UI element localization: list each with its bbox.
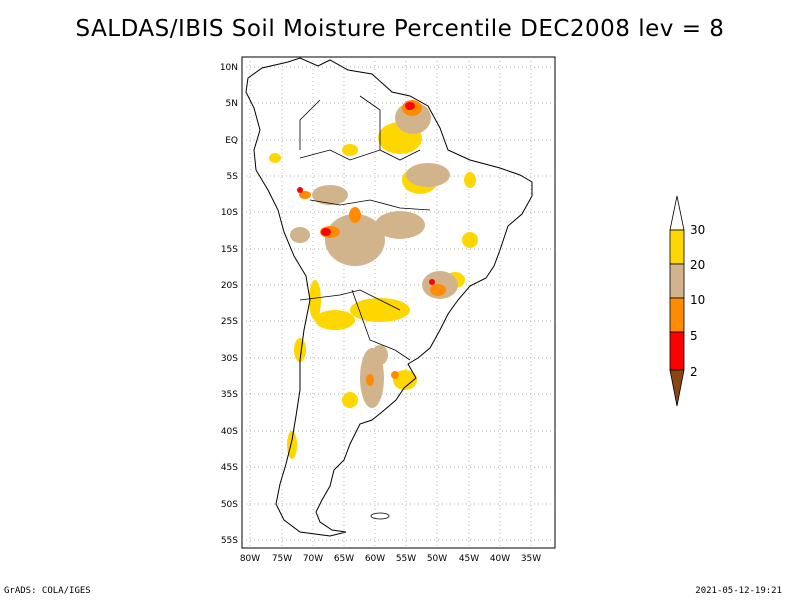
colorbar-above-30 — [669, 195, 685, 231]
lat-tick-label: 30S — [221, 354, 238, 364]
lon-tick-label: 45W — [459, 554, 479, 564]
lon-tick-label: 65W — [334, 554, 354, 564]
colorbar-label: 30 — [690, 223, 705, 237]
lat-tick-label: 55S — [221, 536, 238, 546]
colorbar-label: 10 — [690, 293, 705, 307]
colorbar-label: 20 — [690, 258, 705, 272]
falkland-islands — [370, 512, 390, 520]
lon-tick-label: 60W — [365, 554, 385, 564]
lat-tick-label: 5S — [227, 172, 239, 182]
lat-tick-label: EQ — [225, 136, 238, 146]
colorbar-5-10 — [669, 297, 685, 333]
lat-tick-label: 10S — [221, 208, 238, 218]
colorbar-below-2 — [669, 369, 685, 407]
colorbar-label: 5 — [690, 329, 698, 343]
lon-tick-label: 40W — [490, 554, 510, 564]
chart-title: SALDAS/IBIS Soil Moisture Percentile DEC… — [75, 16, 725, 42]
lon-tick-label: 70W — [303, 554, 323, 564]
map-gridlines — [242, 57, 555, 548]
longitude-axis: 80W 75W 70W 65W 60W 55W 50W 45W 40W 35W — [240, 554, 541, 564]
latitude-axis: 10N 5N EQ 5S 10S 15S 20S 25S 30S 35S 40S… — [220, 63, 238, 546]
lon-tick-label: 50W — [427, 554, 447, 564]
colorbar-label: 2 — [690, 365, 698, 379]
lat-tick-label: 40S — [221, 427, 238, 437]
continent-outline — [245, 57, 533, 537]
lat-tick-label: 15S — [221, 245, 238, 255]
percentile-shading — [269, 100, 478, 459]
colorbar-20-30 — [669, 229, 685, 265]
country-borders — [299, 95, 431, 361]
lon-tick-label: 80W — [240, 554, 260, 564]
lon-tick-label: 35W — [521, 554, 541, 564]
colorbar-2-5 — [669, 331, 685, 371]
lat-tick-label: 25S — [221, 317, 238, 327]
colorbar-10-20 — [669, 263, 685, 299]
lat-tick-label: 35S — [221, 390, 238, 400]
colorbar-labels: 30 20 10 5 2 — [690, 223, 705, 379]
footer-timestamp: 2021-05-12-19:21 — [695, 586, 782, 596]
lat-tick-label: 5N — [226, 99, 238, 109]
lon-tick-label: 55W — [396, 554, 416, 564]
lat-tick-label: 50S — [221, 500, 238, 510]
footer-credit: GrADS: COLA/IGES — [4, 586, 91, 596]
lat-tick-label: 45S — [221, 463, 238, 473]
colorbar — [669, 195, 685, 407]
lon-tick-label: 75W — [272, 554, 292, 564]
lat-tick-label: 10N — [220, 63, 238, 73]
lat-tick-label: 20S — [221, 281, 238, 291]
